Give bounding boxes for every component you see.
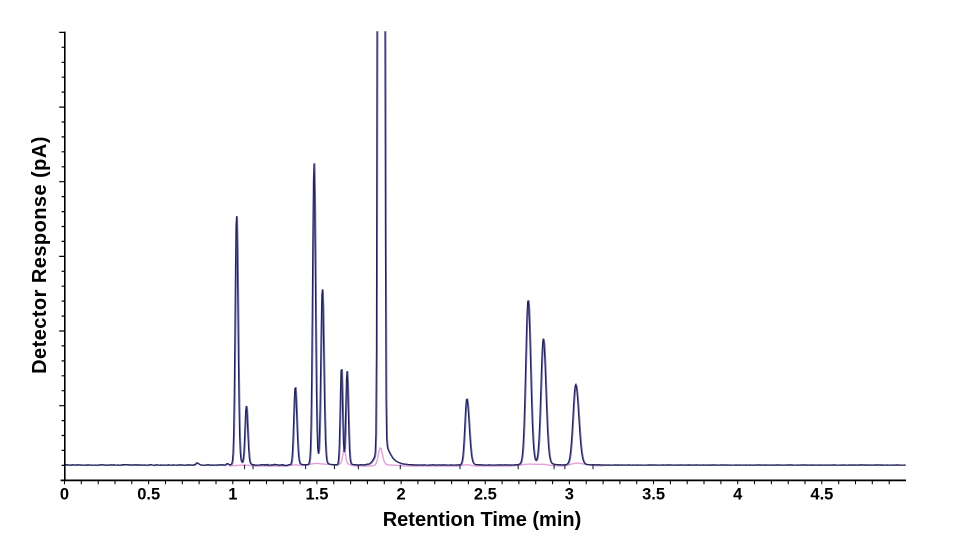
svg-text:1.5: 1.5 bbox=[306, 485, 329, 503]
svg-text:3.5: 3.5 bbox=[642, 485, 665, 503]
svg-text:2.5: 2.5 bbox=[474, 485, 497, 503]
svg-text:1: 1 bbox=[228, 485, 237, 503]
svg-text:Retention Time (min): Retention Time (min) bbox=[383, 509, 582, 531]
svg-text:3: 3 bbox=[565, 485, 574, 503]
svg-text:0.5: 0.5 bbox=[137, 485, 160, 503]
svg-text:4.5: 4.5 bbox=[810, 485, 833, 503]
svg-text:0: 0 bbox=[60, 485, 69, 503]
svg-text:Detector Response (pA): Detector Response (pA) bbox=[29, 136, 51, 374]
svg-text:4: 4 bbox=[733, 485, 743, 503]
svg-text:2: 2 bbox=[397, 485, 406, 503]
